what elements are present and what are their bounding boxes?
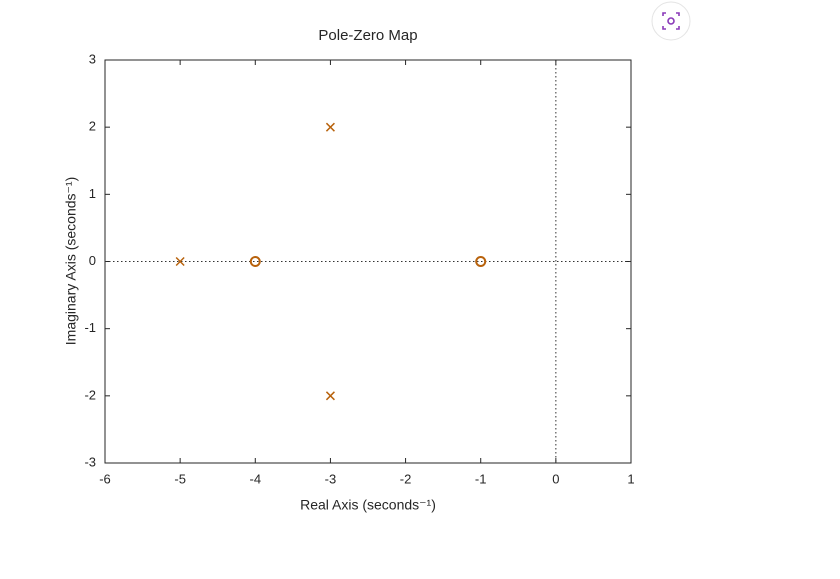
y-tick-label: 3: [89, 51, 96, 66]
y-tick-label: -2: [84, 387, 96, 402]
x-axis-label: Real Axis (seconds⁻¹): [300, 497, 436, 513]
x-tick-label: -5: [174, 471, 186, 486]
x-tick-label: -3: [325, 471, 337, 486]
y-axis-label: Imaginary Axis (seconds⁻¹): [63, 177, 79, 345]
screen-capture-icon[interactable]: [651, 1, 691, 41]
x-tick-label: -4: [250, 471, 262, 486]
pole-marker: [175, 256, 185, 267]
x-tick-label: 1: [627, 471, 634, 486]
x-tick-label: -2: [400, 471, 412, 486]
y-tick-label: 1: [89, 186, 96, 201]
pole-marker: [325, 391, 335, 401]
plot-frame: [104, 59, 632, 464]
zero-marker: [475, 256, 487, 267]
x-tick-label: -6: [99, 471, 111, 486]
pole-marker: [325, 122, 335, 132]
y-tick-label: -1: [84, 320, 96, 335]
chart-title: Pole-Zero Map: [318, 27, 417, 44]
zero-marker: [249, 256, 261, 267]
x-tick-label: 0: [552, 471, 559, 486]
y-tick-label: 0: [89, 253, 96, 268]
x-tick-label: -1: [475, 471, 487, 486]
y-tick-label: 2: [89, 119, 96, 134]
y-tick-label: -3: [84, 454, 96, 469]
